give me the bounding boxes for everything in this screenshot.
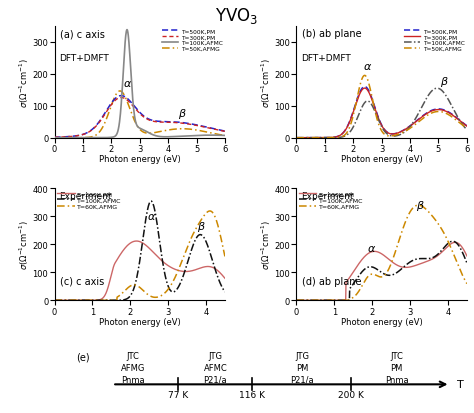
Text: JTC: JTC [127,351,139,360]
Text: AFMG: AFMG [121,363,145,372]
Y-axis label: $\sigma$($\Omega^{-1}$cm$^{-1}$): $\sigma$($\Omega^{-1}$cm$^{-1}$) [260,220,273,270]
Y-axis label: $\sigma$($\Omega^{-1}$cm$^{-1}$): $\sigma$($\Omega^{-1}$cm$^{-1}$) [18,57,31,108]
Text: YVO$_3$: YVO$_3$ [215,6,259,26]
Text: Pnma: Pnma [121,375,145,384]
Y-axis label: $\sigma$($\Omega^{-1}$cm$^{-1}$): $\sigma$($\Omega^{-1}$cm$^{-1}$) [260,57,273,108]
Text: $\alpha$: $\alpha$ [363,62,373,72]
X-axis label: Photon energy (eV): Photon energy (eV) [99,317,181,326]
Text: 116 K: 116 K [239,390,265,399]
Text: AFMC: AFMC [203,363,227,372]
Legend: T=300K,PM, T=100K,AFMC, T=60K,AFMG: T=300K,PM, T=100K,AFMC, T=60K,AFMG [298,190,365,211]
Text: (e): (e) [77,351,90,361]
X-axis label: Photon energy (eV): Photon energy (eV) [99,155,181,164]
Text: P21/a: P21/a [203,375,227,384]
Legend: T=300K,PM, T=100K,AFMC, T=60K,AFMG: T=300K,PM, T=100K,AFMC, T=60K,AFMG [56,190,123,211]
X-axis label: Photon energy (eV): Photon energy (eV) [341,155,422,164]
Text: Pnma: Pnma [385,375,409,384]
Text: DFT+DMFT: DFT+DMFT [60,54,109,63]
Text: PM: PM [391,363,403,372]
Legend: T=500K,PM, T=300K,PM, T=100K,AFMC, T=50K,AFMG: T=500K,PM, T=300K,PM, T=100K,AFMC, T=50K… [403,28,466,53]
Text: 77 K: 77 K [168,390,188,399]
Text: $\alpha$: $\alpha$ [366,243,376,253]
Text: JTG: JTG [295,351,309,360]
Y-axis label: $\sigma$($\Omega^{-1}$cm$^{-1}$): $\sigma$($\Omega^{-1}$cm$^{-1}$) [18,220,31,270]
Text: Experiment: Experiment [60,191,112,200]
Text: JTG: JTG [209,351,222,360]
Text: $\beta$: $\beta$ [416,199,425,213]
Text: $\beta$: $\beta$ [197,219,205,233]
Text: $\beta$: $\beta$ [178,107,187,121]
Text: Experiment: Experiment [301,191,354,200]
Text: 200 K: 200 K [338,390,365,399]
Text: $\alpha$: $\alpha$ [147,212,156,222]
Text: T: T [456,380,463,389]
X-axis label: Photon energy (eV): Photon energy (eV) [341,317,422,326]
Legend: T=500K,PM, T=300K,PM, T=100K,AFMC, T=50K,AFMG: T=500K,PM, T=300K,PM, T=100K,AFMC, T=50K… [161,28,224,53]
Text: (d) ab plane: (d) ab plane [301,276,361,286]
Text: P21/a: P21/a [290,375,314,384]
Text: (c) c axis: (c) c axis [60,276,104,286]
Text: DFT+DMFT: DFT+DMFT [301,54,351,63]
Text: (b) ab plane: (b) ab plane [301,29,361,39]
Text: $\beta$: $\beta$ [440,75,449,89]
Text: JTC: JTC [391,351,403,360]
Text: (a) c axis: (a) c axis [60,29,104,39]
Text: $\alpha$: $\alpha$ [123,79,132,89]
Text: PM: PM [296,363,308,372]
